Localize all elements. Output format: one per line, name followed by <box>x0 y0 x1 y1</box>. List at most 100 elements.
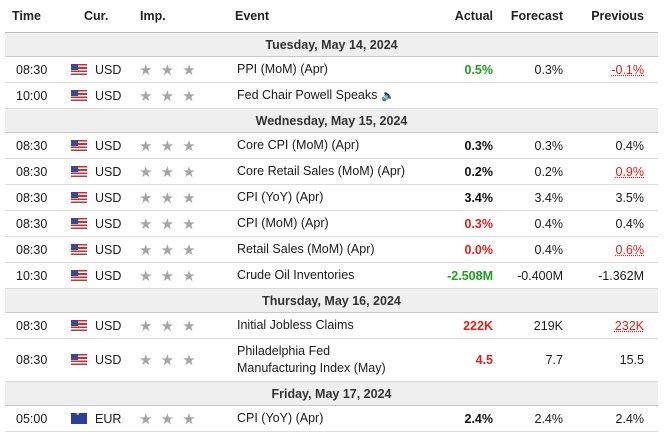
previous-cell: 0.4% <box>571 210 658 237</box>
event-cell[interactable]: Retail Sales (MoM) (Apr) <box>222 236 412 263</box>
event-time: 08:30 <box>5 338 67 382</box>
event-name[interactable]: PPI (MoM) (Apr) <box>237 62 328 76</box>
event-name[interactable]: Retail Sales (MoM) (Apr) <box>237 242 375 256</box>
event-name[interactable]: CPI (YoY) (Apr) <box>237 411 324 425</box>
actual-cell: 3.4% <box>412 184 501 211</box>
forecast-value: 0.4% <box>501 236 571 263</box>
forecast-value: 7.7 <box>501 338 571 382</box>
event-name[interactable]: Initial Jobless Claims <box>237 318 354 332</box>
forecast-value: 0.2% <box>501 158 571 185</box>
actual-cell: 2.4% <box>412 405 501 432</box>
table-row[interactable]: 08:30 USD ★ ★ ★ Core CPI (MoM) (Apr) 0.3% 0.3… <box>5 132 658 159</box>
importance-cell: ★ ★ ★ <box>129 405 222 432</box>
table-row[interactable]: 10:00 USD ★ ★ ★ Fed Chair Powell Speaks 🔈 <box>5 82 658 109</box>
event-time: 08:30 <box>5 184 67 211</box>
importance-cell: ★ ★ ★ <box>129 338 222 382</box>
currency-code: USD <box>95 138 122 153</box>
importance-cell: ★ ★ ★ <box>129 312 222 339</box>
event-name[interactable]: Philadelphia Fed Manufacturing Index (Ma… <box>237 344 386 375</box>
day-header-row: Thursday, May 16, 2024 <box>5 288 658 313</box>
day-header-row: Friday, May 17, 2024 <box>5 381 658 406</box>
event-time: 08:30 <box>5 312 67 339</box>
forecast-value: -0.400M <box>501 262 571 289</box>
event-cell[interactable]: Crude Oil Inventories <box>222 262 412 289</box>
forecast-value <box>501 82 571 109</box>
event-cell[interactable]: Core CPI (MoM) (Apr) <box>222 132 412 159</box>
col-header-importance[interactable]: Imp. <box>129 0 222 33</box>
event-cell[interactable]: CPI (YoY) (Apr) <box>222 184 412 211</box>
actual-cell: 0.2% <box>412 158 501 185</box>
event-time: 08:30 <box>5 210 67 237</box>
table-row[interactable]: 08:30 USD ★ ★ ★ Initial Jobless Claims 222K 2… <box>5 312 658 339</box>
currency-code: USD <box>95 190 122 205</box>
us-flag-icon <box>71 354 87 365</box>
event-name[interactable]: Fed Chair Powell Speaks <box>237 87 378 102</box>
importance-stars-icon: ★ ★ ★ <box>139 352 198 369</box>
table-row[interactable]: 08:30 USD ★ ★ ★ Retail Sales (MoM) (Apr) 0.0… <box>5 236 658 263</box>
header-row: Time Cur. Imp. Event Actual Forecast Pre… <box>5 0 658 33</box>
previous-cell: 0.9% <box>571 158 658 185</box>
col-header-time[interactable]: Time <box>5 0 67 33</box>
currency-code: USD <box>95 318 122 333</box>
previous-value: -0.1% <box>611 62 644 77</box>
day-label: Thursday, May 16, 2024 <box>5 288 658 313</box>
col-header-previous[interactable]: Previous <box>571 0 658 33</box>
forecast-value: 3.4% <box>501 184 571 211</box>
forecast-value: 0.3% <box>501 56 571 83</box>
col-header-currency[interactable]: Cur. <box>67 0 129 33</box>
currency-cell: USD <box>67 338 129 382</box>
event-cell[interactable]: CPI (MoM) (Apr) <box>222 210 412 237</box>
previous-value: 0.9% <box>615 164 645 179</box>
event-cell[interactable]: Initial Jobless Claims <box>222 312 412 339</box>
importance-stars-icon: ★ ★ ★ <box>139 410 198 428</box>
us-flag-icon <box>71 139 87 151</box>
event-name[interactable]: CPI (MoM) (Apr) <box>237 216 329 230</box>
previous-cell: 0.6% <box>571 236 658 263</box>
previous-cell: 0.4% <box>571 132 658 159</box>
forecast-value: 0.3% <box>501 132 571 159</box>
economic-calendar: Time Cur. Imp. Event Actual Forecast Pre… <box>5 0 658 432</box>
event-cell[interactable]: Philadelphia Fed Manufacturing Index (Ma… <box>222 338 412 382</box>
us-flag-icon <box>71 319 87 331</box>
event-cell[interactable]: Core Retail Sales (MoM) (Apr) <box>222 158 412 185</box>
calendar-body: Tuesday, May 14, 2024 08:30 USD ★ ★ ★ PPI (M… <box>5 32 658 432</box>
previous-value: 15.5 <box>619 353 644 367</box>
previous-value: 2.4% <box>615 411 645 426</box>
previous-cell: 15.5 <box>571 338 658 382</box>
col-header-event[interactable]: Event <box>222 0 412 33</box>
event-name[interactable]: CPI (YoY) (Apr) <box>237 190 324 204</box>
actual-value: 0.0% <box>464 242 494 257</box>
table-row[interactable]: 05:00 EUR ★ ★ ★ CPI (YoY) (Apr) 2.4% 2.4% 2.4% <box>5 405 658 432</box>
table-row[interactable]: 08:30 USD ★ ★ ★ PPI (MoM) (Apr) 0.5% 0.3% -0.1… <box>5 56 658 83</box>
event-name[interactable]: Crude Oil Inventories <box>237 268 355 282</box>
previous-cell: 2.4% <box>571 405 658 432</box>
actual-value: 4.5 <box>475 353 493 367</box>
importance-cell: ★ ★ ★ <box>129 184 222 211</box>
table-row[interactable]: 08:30 USD ★ ★ ★ CPI (YoY) (Apr) 3.4% 3.4% 3.5% <box>5 184 658 211</box>
table-row[interactable]: 08:30 USD ★ ★ ★ CPI (MoM) (Apr) 0.3% 0.4% 0.4% <box>5 210 658 237</box>
col-header-forecast[interactable]: Forecast <box>501 0 571 33</box>
actual-value: -2.508M <box>447 268 493 283</box>
speaker-icon: 🔈 <box>381 89 396 102</box>
table-row[interactable]: 10:30 USD ★ ★ ★ Crude Oil Inventories -2.508… <box>5 262 658 289</box>
table-row[interactable]: 08:30 USD ★ ★ ★ Philadelphia Fed Manufactur… <box>5 338 658 382</box>
table-row[interactable]: 08:30 USD ★ ★ ★ Core Retail Sales (MoM) (Ap… <box>5 158 658 185</box>
event-name[interactable]: Core Retail Sales (MoM) (Apr) <box>237 164 406 178</box>
currency-cell: USD <box>67 56 129 83</box>
currency-cell: USD <box>67 158 129 185</box>
previous-cell <box>571 82 658 109</box>
importance-cell: ★ ★ ★ <box>129 210 222 237</box>
currency-cell: USD <box>67 236 129 263</box>
importance-cell: ★ ★ ★ <box>129 56 222 83</box>
importance-stars-icon: ★ ★ ★ <box>139 137 198 155</box>
col-header-actual[interactable]: Actual <box>412 0 501 33</box>
event-cell[interactable]: CPI (YoY) (Apr) <box>222 405 412 432</box>
currency-cell: USD <box>67 312 129 339</box>
event-name[interactable]: Core CPI (MoM) (Apr) <box>237 138 360 152</box>
event-cell[interactable]: Fed Chair Powell Speaks 🔈 <box>222 82 412 109</box>
currency-cell: USD <box>67 210 129 237</box>
event-cell[interactable]: PPI (MoM) (Apr) <box>222 56 412 83</box>
previous-value: 0.6% <box>615 242 645 257</box>
actual-value: 0.2% <box>464 164 494 179</box>
importance-stars-icon: ★ ★ ★ <box>139 189 198 207</box>
